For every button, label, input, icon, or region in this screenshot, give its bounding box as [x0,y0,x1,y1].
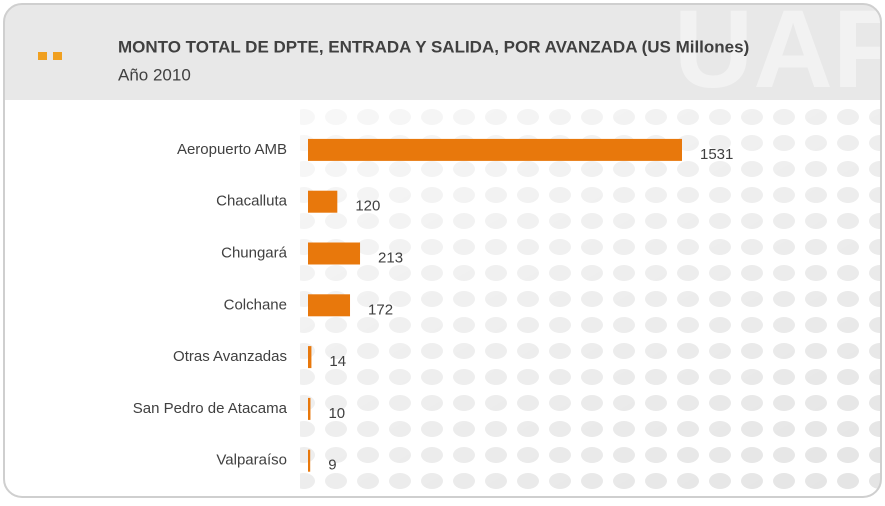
plot-area: Aeropuerto AMB 1531 Chacalluta 120 Chungará 2… [133,138,733,474]
watermark: UAF [674,0,885,111]
category-label: Valparaíso [216,452,287,469]
category-label: Colchane [224,296,287,313]
value-label: 120 [355,198,380,215]
value-label: 10 [328,405,345,422]
category-label: Chungará [221,244,288,261]
category-label: Otras Avanzadas [173,348,287,365]
header-icon [53,52,62,60]
category-label: Chacalluta [216,193,288,210]
bar [308,242,361,265]
bar [308,449,311,472]
category-label: Aeropuerto AMB [177,141,287,158]
value-label: 172 [368,301,393,318]
bar [308,190,338,213]
value-label: 14 [329,353,346,370]
bar [308,138,682,161]
value-label: 9 [328,457,336,474]
card-border [3,3,882,498]
bar [308,346,312,369]
chart-title: MONTO TOTAL DE DPTE, ENTRADA Y SALIDA, P… [118,37,749,56]
value-label: 1531 [700,146,733,163]
card-header [4,4,881,100]
chart-subtitle: Año 2010 [118,65,191,84]
bar [308,397,311,420]
dot-background [300,100,881,497]
category-label: San Pedro de Atacama [133,400,288,417]
header-icon [38,52,47,60]
bar [308,294,351,317]
value-label: 213 [378,249,403,266]
card: UAF [4,0,885,497]
